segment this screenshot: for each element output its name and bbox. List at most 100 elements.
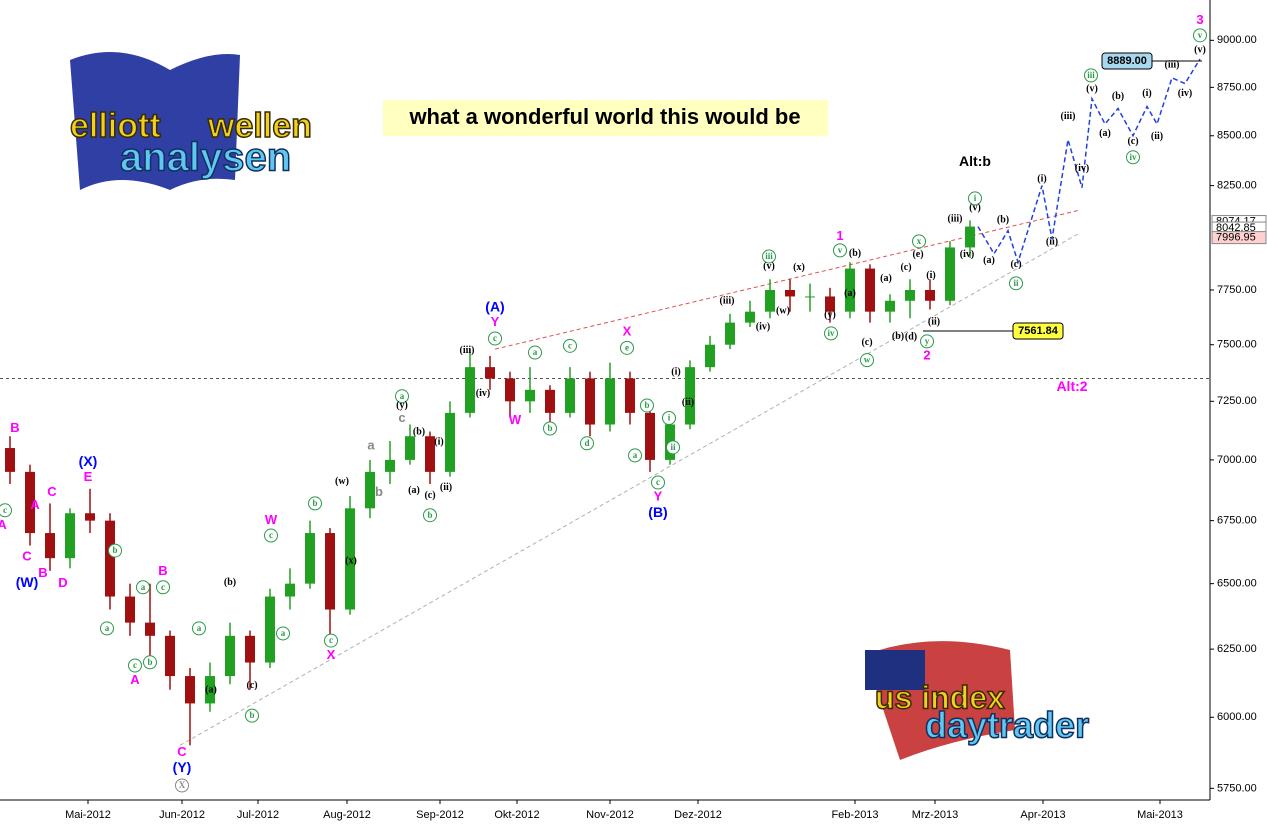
y-tick-label: 6250.00 <box>1217 643 1257 655</box>
x-tick-label: Nov-2012 <box>586 809 634 821</box>
wave-label: (w) <box>776 306 790 317</box>
wave-circle <box>0 503 12 518</box>
wave-label: (b) <box>849 248 861 259</box>
wave-label: (a) <box>408 485 420 496</box>
wave-label: d <box>584 438 589 448</box>
x-tick-label: Dez-2012 <box>674 809 722 821</box>
candle-body <box>465 367 475 413</box>
wave-circle <box>308 496 322 511</box>
wave-label: b <box>547 423 552 433</box>
candle-body <box>65 513 75 559</box>
wave-circle <box>833 243 847 258</box>
wave-label: a <box>633 450 638 460</box>
y-tick-label: 6000.00 <box>1217 711 1257 723</box>
wave-label: b <box>312 498 317 508</box>
candle-body <box>385 459 395 472</box>
candle-body <box>185 676 195 704</box>
candle-body <box>165 635 175 677</box>
wave-label: c <box>3 505 7 515</box>
wave-label: (b) <box>413 427 425 438</box>
wave-label: e <box>625 342 629 352</box>
y-tick-label: 7000.00 <box>1217 454 1257 466</box>
candle-body <box>865 268 875 312</box>
candle-body <box>965 226 975 248</box>
wave-circle <box>824 326 838 341</box>
y-tick-label: 6500.00 <box>1217 578 1257 590</box>
wave-label: (a) <box>880 273 892 284</box>
wave-label: (v) <box>1194 45 1206 56</box>
logo-text: daytrader <box>925 705 1089 746</box>
wave-label: b <box>427 510 432 520</box>
wave-label: b <box>644 400 649 410</box>
wave-label: (ii) <box>1151 131 1163 142</box>
y-tick-label: 5750.00 <box>1217 782 1257 794</box>
wave-label: (v) <box>969 202 981 213</box>
wave-label: B <box>10 420 19 435</box>
candle-body <box>645 412 655 460</box>
candle-body <box>45 533 55 559</box>
candle-body <box>565 378 575 413</box>
wave-label: W <box>509 412 522 427</box>
wave-circle <box>666 440 680 455</box>
x-tick-label: Okt-2012 <box>494 809 539 821</box>
candle-body <box>705 344 715 368</box>
candle-body <box>765 289 775 312</box>
wave-label: C <box>47 484 57 499</box>
wave-label: (d) <box>905 332 917 343</box>
x-tick-label: Jun-2012 <box>159 809 205 821</box>
candle-body <box>845 268 855 312</box>
wave-label: C <box>177 744 187 759</box>
y-tick-label: 8500.00 <box>1217 130 1257 142</box>
candle-body <box>825 296 835 312</box>
wave-label: a <box>281 628 286 638</box>
wave-label: (x) <box>793 262 805 273</box>
wave-circle <box>543 421 557 436</box>
wave-label: (iii) <box>720 296 735 307</box>
logo-text: wellen <box>207 107 312 145</box>
wave-label: X <box>327 647 336 662</box>
trend-line <box>494 209 1081 350</box>
wave-label: W <box>265 512 278 527</box>
logo-bottom: us index daytrader <box>865 641 1090 760</box>
wave-circle <box>920 334 934 349</box>
y-tick-label: 8250.00 <box>1217 180 1257 192</box>
x-tick-label: Mrz-2013 <box>912 809 958 821</box>
wave-circle <box>488 331 502 346</box>
y-tick-label: 7500.00 <box>1217 339 1257 351</box>
wave-circle <box>1193 28 1207 43</box>
wave-circle <box>192 621 206 636</box>
wave-label: c <box>161 582 165 592</box>
wave-label: (x) <box>345 556 357 567</box>
wave-circle <box>1126 150 1140 165</box>
wave-label: (ii) <box>1046 236 1058 247</box>
candle-body <box>585 378 595 425</box>
wave-label: (iv) <box>960 249 974 260</box>
candle-body <box>445 412 455 472</box>
y-tick-label: 7750.00 <box>1217 284 1257 296</box>
wave-label: (iv) <box>756 322 770 333</box>
wave-label: (iii) <box>948 213 963 224</box>
wave-circle <box>276 626 290 641</box>
wave-circle <box>1084 68 1098 83</box>
wave-label: A <box>130 672 140 687</box>
candle-body <box>885 300 895 312</box>
candle-body <box>325 533 335 610</box>
wave-label: (ii) <box>440 482 452 493</box>
wave-label: (W) <box>16 574 39 590</box>
wave-circle <box>1009 276 1023 291</box>
wave-label: Y <box>654 489 663 504</box>
candle-body <box>945 247 955 301</box>
candle-body <box>405 436 415 460</box>
candle-body <box>245 635 255 663</box>
wave-label: c <box>133 660 137 670</box>
x-tick-label: Jul-2012 <box>237 809 279 821</box>
wave-label: (y) <box>396 400 408 411</box>
wave-circle <box>912 234 926 249</box>
candle-body <box>145 622 155 636</box>
wave-label: (i) <box>434 436 443 447</box>
candle-body <box>85 513 95 521</box>
candle-body <box>805 296 815 298</box>
candle-body <box>745 311 755 323</box>
candle-body <box>205 676 215 704</box>
